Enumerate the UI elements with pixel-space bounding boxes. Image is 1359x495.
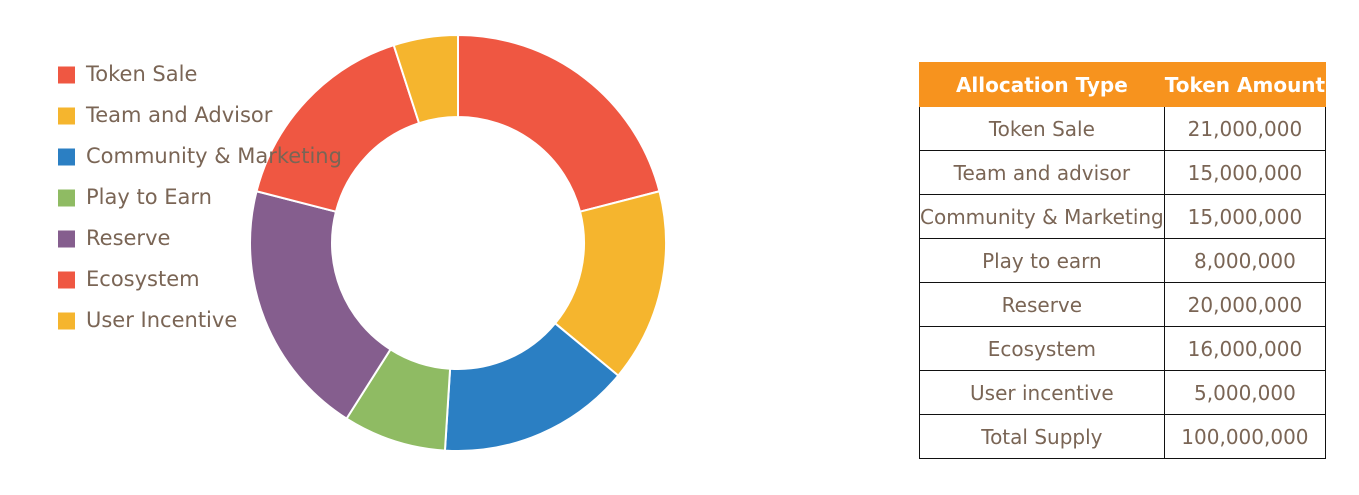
legend-label: User Incentive — [86, 308, 237, 332]
legend-swatch — [58, 271, 75, 289]
legend-label: Play to Earn — [86, 185, 212, 209]
donut-slice — [249, 190, 392, 421]
chart: Token Sale Team and Advisor Community & Ma… — [58, 33, 667, 452]
table-row: Total Supply 100,000,000 — [919, 414, 1327, 459]
legend-swatch — [58, 312, 75, 330]
legend-label: Token Sale — [85, 62, 197, 86]
table-cell: 16,000,000 — [1163, 326, 1327, 371]
legend-swatch — [58, 189, 75, 207]
table-row: Play to earn 8,000,000 — [919, 238, 1327, 283]
donut-slice — [392, 33, 459, 125]
legend-label: Community & Marketing — [86, 144, 342, 168]
table-cell: 15,000,000 — [1163, 194, 1327, 239]
legend-swatch — [58, 148, 75, 166]
table-row: User incentive 5,000,000 — [919, 370, 1327, 415]
table-cell: Token Sale — [919, 106, 1165, 151]
legend-label: Ecosystem — [86, 267, 200, 291]
table-row: Reserve 20,000,000 — [919, 282, 1327, 327]
table-cell: Play to earn — [919, 238, 1165, 283]
legend-label: Team and Advisor — [85, 103, 273, 127]
donut-slice — [457, 33, 661, 213]
table-cell: 8,000,000 — [1163, 238, 1327, 283]
table-cell: Community & Marketing — [919, 194, 1165, 239]
table-row: Community & Marketing 15,000,000 — [919, 194, 1327, 239]
table-row: Ecosystem 16,000,000 — [919, 326, 1327, 371]
table-cell: 20,000,000 — [1163, 282, 1327, 327]
table-cell: Ecosystem — [919, 326, 1165, 371]
donut-slice — [255, 43, 421, 213]
header-cell: Token Amount — [1163, 62, 1327, 107]
table-cell: Reserve — [919, 282, 1165, 327]
legend-swatch — [58, 107, 75, 125]
table-cell: User incentive — [919, 370, 1165, 415]
table-cell: 21,000,000 — [1163, 106, 1327, 151]
table-cell: Team and advisor — [919, 150, 1165, 195]
allocation-table: Allocation Type Token Amount Token Sale 21… — [919, 62, 1327, 459]
table-cell: 100,000,000 — [1163, 414, 1327, 459]
legend-swatch — [58, 66, 75, 84]
legend-swatch — [58, 230, 75, 248]
header-row: Allocation Type Token Amount — [919, 62, 1327, 107]
table-cell: 5,000,000 — [1163, 370, 1327, 415]
header-cell: Allocation Type — [919, 62, 1165, 107]
table-row: Team and advisor 15,000,000 — [919, 150, 1327, 195]
table-head: Allocation Type Token Amount — [919, 62, 1327, 107]
table-row: Token Sale 21,000,000 — [919, 106, 1327, 151]
legend-label: Reserve — [86, 226, 170, 250]
table-body: Token Sale 21,000,000 Team and advisor 15,0… — [919, 106, 1327, 459]
table-cell: Total Supply — [919, 414, 1165, 459]
table-cell: 15,000,000 — [1163, 150, 1327, 195]
